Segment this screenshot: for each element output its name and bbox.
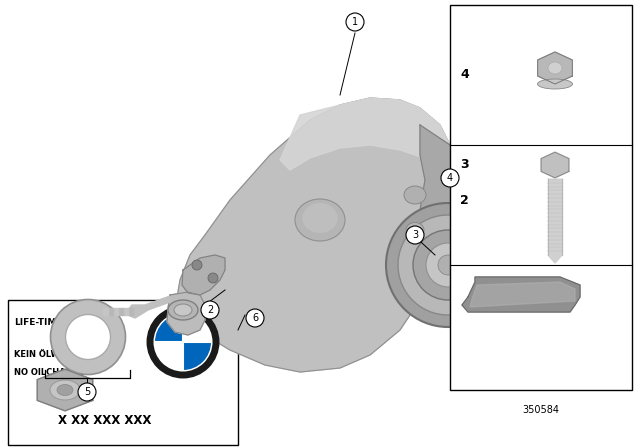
Ellipse shape <box>174 304 192 316</box>
Text: 1: 1 <box>352 17 358 27</box>
Ellipse shape <box>65 314 111 359</box>
Polygon shape <box>37 369 93 411</box>
Circle shape <box>398 215 498 315</box>
Polygon shape <box>128 308 133 315</box>
Polygon shape <box>548 255 562 263</box>
Text: KEIN ÖLWECHSEL: KEIN ÖLWECHSEL <box>14 350 95 359</box>
Circle shape <box>406 226 424 244</box>
Text: 6: 6 <box>252 313 258 323</box>
Circle shape <box>192 260 202 270</box>
Circle shape <box>426 243 470 287</box>
Text: 5: 5 <box>84 387 90 397</box>
Circle shape <box>246 309 264 327</box>
Polygon shape <box>123 308 128 315</box>
Ellipse shape <box>538 79 573 89</box>
Polygon shape <box>167 292 205 335</box>
Circle shape <box>208 273 218 283</box>
Polygon shape <box>113 308 118 315</box>
Polygon shape <box>128 296 170 318</box>
Polygon shape <box>548 179 562 255</box>
Ellipse shape <box>168 300 198 320</box>
Polygon shape <box>175 98 455 372</box>
Ellipse shape <box>406 223 424 237</box>
Polygon shape <box>108 308 113 315</box>
Polygon shape <box>400 125 490 305</box>
Text: NO OILCHANGE: NO OILCHANGE <box>14 368 85 377</box>
Polygon shape <box>541 152 569 178</box>
Ellipse shape <box>51 300 125 375</box>
Wedge shape <box>155 314 183 342</box>
Bar <box>450 5 632 390</box>
Text: X XX XXX XXX: X XX XXX XXX <box>58 414 152 427</box>
Bar <box>8 300 238 445</box>
Wedge shape <box>183 342 211 370</box>
Ellipse shape <box>404 186 426 204</box>
Text: 3: 3 <box>412 230 418 240</box>
Polygon shape <box>470 282 575 307</box>
Text: 2: 2 <box>460 194 468 207</box>
Circle shape <box>438 255 458 275</box>
Polygon shape <box>118 308 123 315</box>
Polygon shape <box>462 277 580 312</box>
Ellipse shape <box>303 203 337 233</box>
Polygon shape <box>182 255 225 295</box>
Circle shape <box>150 309 216 375</box>
Polygon shape <box>103 308 108 315</box>
Text: 4: 4 <box>447 173 453 183</box>
Circle shape <box>78 383 96 401</box>
Circle shape <box>201 301 219 319</box>
Ellipse shape <box>548 62 562 74</box>
Polygon shape <box>280 98 450 170</box>
Circle shape <box>441 169 459 187</box>
Circle shape <box>413 230 483 300</box>
Wedge shape <box>155 342 183 370</box>
Polygon shape <box>538 52 572 84</box>
Circle shape <box>153 312 213 372</box>
Circle shape <box>346 13 364 31</box>
Text: 4: 4 <box>460 69 468 82</box>
Text: LIFE-TIME-OIL: LIFE-TIME-OIL <box>14 318 83 327</box>
Text: 3: 3 <box>460 159 468 172</box>
Ellipse shape <box>50 380 80 400</box>
Ellipse shape <box>295 199 345 241</box>
Text: 2: 2 <box>207 305 213 315</box>
Wedge shape <box>183 314 211 342</box>
Circle shape <box>386 203 510 327</box>
Polygon shape <box>440 160 515 315</box>
Ellipse shape <box>57 384 73 396</box>
Text: 350584: 350584 <box>522 405 559 415</box>
